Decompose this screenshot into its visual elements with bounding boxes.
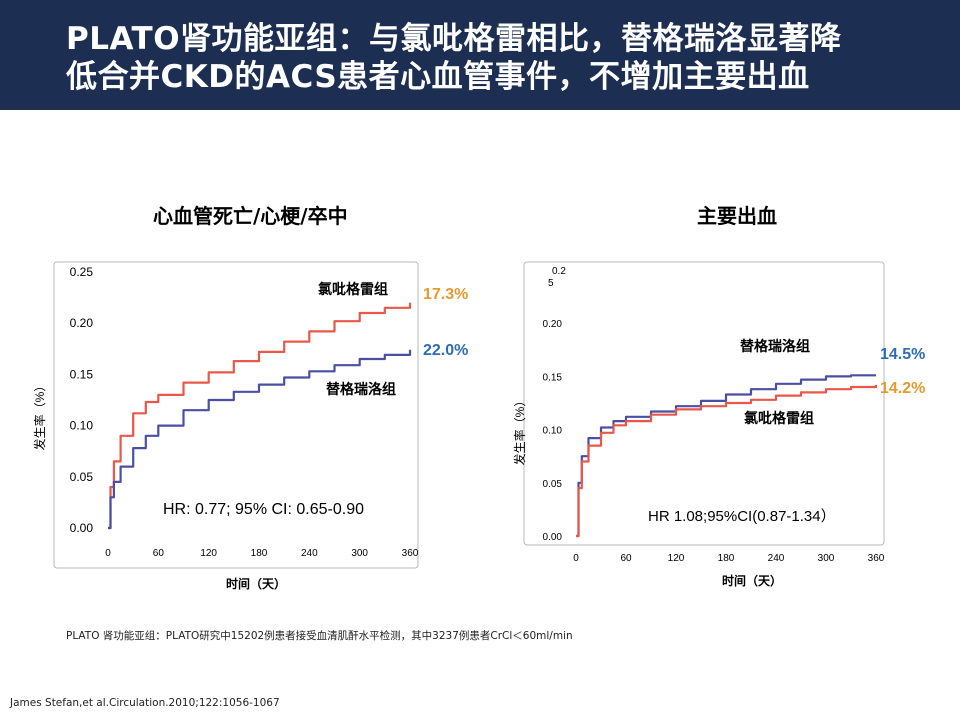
chart1-y-tick-label: 0.05 bbox=[70, 470, 94, 484]
chart2-x-tick-label: 240 bbox=[768, 553, 785, 564]
slide-title-line2: 低合并CKD的ACS患者心血管事件，不增加主要出血 bbox=[66, 59, 810, 95]
chart2-y-tick-label: 0.10 bbox=[543, 426, 563, 437]
chart1-series-1-end-label: 17.3% bbox=[423, 286, 468, 303]
chart2-frame bbox=[523, 261, 885, 546]
chart2-x-tick-label: 180 bbox=[718, 553, 735, 564]
chart2-x-tick-label: 360 bbox=[868, 553, 885, 564]
citation: James Stefan,et al.Circulation.2010;122:… bbox=[10, 697, 280, 709]
chart1-y-tick-label: 0.15 bbox=[70, 367, 94, 381]
slide-header: PLATO肾功能亚组：与氯吡格雷相比，替格瑞洛显著降 低合并CKD的ACS患者心… bbox=[0, 0, 960, 110]
chart2-x-tick-label: 300 bbox=[818, 553, 835, 564]
chart2-hr-annotation: HR 1.08;95%CI(0.87-1.34） bbox=[648, 508, 836, 525]
chart1-x-tick-label: 300 bbox=[351, 548, 368, 559]
chart2-x-tick-label: 120 bbox=[668, 553, 685, 564]
chart2-y-tick-label: 0.2 5 bbox=[548, 266, 566, 289]
chart2-series-1-name: 替格瑞洛组 bbox=[740, 338, 810, 354]
chart2-series-2-line bbox=[576, 384, 878, 538]
chart2-series-2-end-label: 14.2% bbox=[880, 380, 925, 397]
chart1-x-tick-label: 120 bbox=[200, 548, 217, 559]
chart1-x-tick-label: 60 bbox=[153, 548, 165, 559]
chart1-x-tick-label: 360 bbox=[402, 548, 419, 559]
chart1-series-2-end-label: 22.0% bbox=[423, 342, 468, 359]
chart1-y-tick-label: 0.00 bbox=[70, 521, 94, 535]
chart2-x-axis-label: 时间（天） bbox=[722, 573, 782, 588]
chart2-x-tick-label: 0 bbox=[573, 553, 579, 564]
slide-title: PLATO肾功能亚组：与氯吡格雷相比，替格瑞洛显著降 低合并CKD的ACS患者心… bbox=[66, 20, 946, 96]
chart2-y-tick-label: 0.00 bbox=[543, 532, 563, 543]
chart1-x-tick-label: 180 bbox=[251, 548, 268, 559]
chart1-x-tick-label: 0 bbox=[105, 548, 111, 559]
chart1-series-1-line bbox=[108, 302, 412, 530]
chart1-y-tick-label: 0.20 bbox=[70, 316, 94, 330]
chart1-series-2-name: 替格瑞洛组 bbox=[326, 381, 396, 397]
chart1-series-1-name: 氯吡格雷组 bbox=[318, 281, 388, 297]
chart2-title: 主要出血 bbox=[697, 204, 777, 228]
chart1-hr-annotation: HR: 0.77; 95% CI: 0.65-0.90 bbox=[163, 501, 364, 518]
chart2-y-tick-label: 0.05 bbox=[543, 479, 563, 490]
slide-title-line1: PLATO肾功能亚组：与氯吡格雷相比，替格瑞洛显著降 bbox=[66, 21, 842, 57]
chart1-y-axis-label: 发生率（%） bbox=[32, 380, 47, 451]
chart2-y-axis-label: 发生率（%） bbox=[512, 395, 527, 466]
chart1-x-axis-label: 时间（天） bbox=[226, 576, 286, 591]
chart1-y-tick-label: 0.10 bbox=[70, 419, 94, 433]
chart2-y-tick-label: 0.20 bbox=[543, 319, 563, 330]
footnote: PLATO 肾功能亚组：PLATO研究中15202例患者接受血清肌酐水平检测，其… bbox=[66, 630, 573, 642]
chart1-x-tick-label: 240 bbox=[301, 548, 318, 559]
chart1-y-tick-label: 0.25 bbox=[70, 265, 94, 279]
chart1-series-2-line bbox=[108, 349, 412, 530]
chart2-y-tick-label: 0.15 bbox=[543, 372, 563, 383]
chart2-x-tick-label: 60 bbox=[620, 553, 632, 564]
chart2-series-2-name: 氯吡格雷组 bbox=[744, 410, 814, 426]
chart2-series-1-end-label: 14.5% bbox=[880, 346, 925, 363]
chart1-title: 心血管死亡/心梗/卒中 bbox=[153, 204, 348, 228]
chart1-frame bbox=[53, 261, 419, 569]
